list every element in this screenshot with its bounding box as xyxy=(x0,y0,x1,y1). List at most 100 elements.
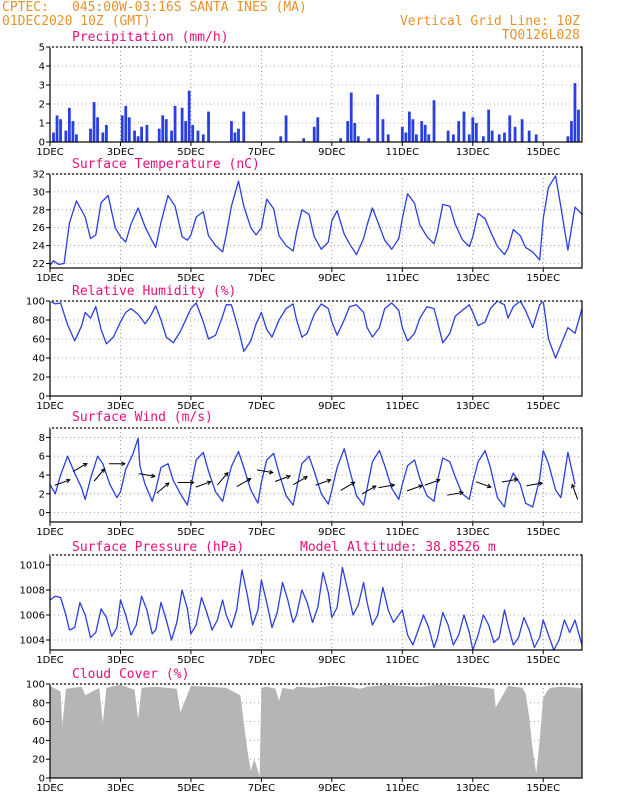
precip-bar xyxy=(577,109,580,142)
precip-bar xyxy=(237,128,240,142)
wind-arrow xyxy=(315,478,332,486)
rh-ytick-label: 40 xyxy=(32,354,45,365)
wind-arrow xyxy=(424,478,441,486)
precip-ytick-label: 3 xyxy=(39,81,45,92)
pressure-frame xyxy=(49,554,583,651)
precip-bar xyxy=(420,121,424,142)
precip-bar xyxy=(104,124,108,142)
cloud-ytick-label: 60 xyxy=(32,717,45,728)
temp-xtick-label: 13DEC xyxy=(456,273,490,284)
model-altitude-label: Model Altitude: 38.8526 m xyxy=(300,540,496,555)
wind-arrow-shaft xyxy=(93,468,105,482)
wind-arrow-shaft xyxy=(138,473,155,477)
precip-bar xyxy=(161,115,165,142)
wind-arrow xyxy=(475,481,492,489)
precip-bars xyxy=(52,83,580,142)
wind-ytick-label: 2 xyxy=(39,489,45,500)
pressure-title: Surface Pressure (hPa) xyxy=(72,540,244,555)
precip-bar xyxy=(196,130,200,142)
rh-xtick-label: 15DEC xyxy=(526,401,560,412)
precip-ytick-label: 5 xyxy=(39,43,45,54)
rh-xtick-label: 3DEC xyxy=(107,401,134,412)
precip-bar xyxy=(400,126,404,142)
temp-ytick-label: 28 xyxy=(32,205,45,216)
temp-ytick-label: 26 xyxy=(32,223,45,234)
precip-bar xyxy=(457,121,461,142)
wind-arrow-shaft xyxy=(236,478,251,487)
pressure-series-line xyxy=(49,566,583,651)
wind-arrow xyxy=(177,480,195,485)
precip-bar xyxy=(513,126,517,142)
pressure-ytick-label: 1006 xyxy=(20,611,45,622)
cloud-ytick-label: 20 xyxy=(32,755,45,766)
precip-bar xyxy=(474,123,478,142)
precip-bar xyxy=(173,105,177,142)
precip-bar xyxy=(145,124,149,142)
cloud-xtick-label: 3DEC xyxy=(107,783,134,794)
precip-bar xyxy=(467,134,471,142)
wind-series-line xyxy=(49,437,576,508)
precip-bar xyxy=(570,121,573,142)
precip-bar xyxy=(490,130,494,142)
wind-ytick-label: 8 xyxy=(39,433,45,444)
wind-arrow xyxy=(256,469,274,475)
rh-xtick-label: 1DEC xyxy=(36,401,63,412)
precip-xtick-label: 1DEC xyxy=(36,147,63,158)
header-grid-note: Vertical Grid Line: 10Z xyxy=(400,14,580,29)
humidity-title: Relative Humidity (%) xyxy=(72,284,236,299)
wind-arrow-shaft xyxy=(256,469,273,474)
precip-bar xyxy=(312,126,316,142)
temp-xtick-label: 1DEC xyxy=(36,273,63,284)
temp-ytick-label: 22 xyxy=(32,259,45,270)
pressure-ytick-label: 1010 xyxy=(20,561,45,572)
precip-bar xyxy=(415,134,418,142)
temperature-title: Surface Temperature (nC) xyxy=(72,157,260,172)
temp-xtick-label: 11DEC xyxy=(385,273,419,284)
wind-arrow xyxy=(571,483,579,500)
precip-bar xyxy=(120,115,124,142)
wind-arrow-shaft xyxy=(274,475,291,482)
wind-arrow-head xyxy=(571,483,576,489)
precip-bar xyxy=(187,90,191,142)
precip-bar xyxy=(316,117,320,142)
precip-bar xyxy=(136,136,140,142)
cloud-xtick-label: 13DEC xyxy=(456,783,490,794)
precip-bar xyxy=(230,121,233,142)
precip-bar xyxy=(356,136,360,142)
wind-arrow-head xyxy=(350,481,356,486)
precip-bar xyxy=(376,94,380,142)
wind-arrow xyxy=(340,481,356,491)
cloud-xtick-label: 9DEC xyxy=(318,783,345,794)
precip-bar xyxy=(487,109,491,142)
wind-xtick-label: 5DEC xyxy=(177,527,204,538)
wind-arrow-head xyxy=(100,468,106,473)
wind-xtick-label: 7DEC xyxy=(248,527,275,538)
wind-xtick-label: 15DEC xyxy=(526,527,560,538)
wind-arrow xyxy=(361,485,377,495)
precip-bar xyxy=(407,111,411,142)
wind-arrow-shaft xyxy=(501,478,518,483)
precip-grid xyxy=(49,47,582,142)
wind-arrow-head xyxy=(246,477,252,483)
precip-bar xyxy=(349,92,353,142)
precip-bar xyxy=(191,124,195,142)
wind-arrow xyxy=(217,471,229,486)
temp-ytick-label: 30 xyxy=(32,187,45,198)
wind-arrow-head xyxy=(538,481,544,486)
precip-bar xyxy=(164,119,168,142)
pressure-xtick-label: 3DEC xyxy=(107,655,134,666)
wind-arrow xyxy=(108,461,126,467)
rh-xtick-label: 7DEC xyxy=(248,401,275,412)
wind-arrow-head xyxy=(435,478,441,484)
wind-arrow-head xyxy=(303,476,308,481)
cloud-panel: Cloud Cover (%) 0 20 40 60 80 100 1DEC 3DEC 5DEC… xyxy=(26,667,583,794)
header-run-id: TQ0126L028 xyxy=(502,28,580,43)
precip-xtick-label: 15DEC xyxy=(526,147,560,158)
cloud-ytick-label: 40 xyxy=(32,736,45,747)
wind-ytick-label: 0 xyxy=(39,508,45,519)
precip-xtick-label: 3DEC xyxy=(107,147,134,158)
precip-bar xyxy=(170,130,173,142)
rh-xtick-label: 13DEC xyxy=(456,401,490,412)
precip-ytick-label: 1 xyxy=(39,119,45,130)
wind-arrow-head xyxy=(486,483,492,489)
